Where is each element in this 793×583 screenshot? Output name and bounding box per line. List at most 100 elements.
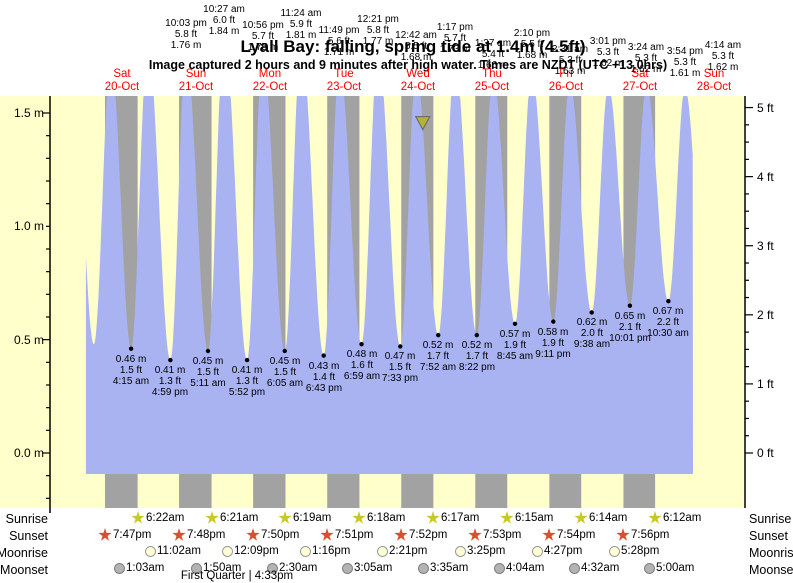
sunset-icon xyxy=(320,528,334,541)
sunrise-icon xyxy=(500,511,514,524)
moonset-entry: 1:03am xyxy=(114,562,164,574)
low-tide-dot xyxy=(359,341,364,347)
low-tide-dot xyxy=(474,332,479,338)
chart-title: Lyall Bay: falling, spring tide at 1.4m … xyxy=(240,37,586,56)
moonrise-entry: 3:25pm xyxy=(455,545,505,557)
low-tide-label: 0.62 m 2.0 ft 9:38 am xyxy=(573,317,611,350)
low-tide-dot xyxy=(666,298,671,304)
moonset-entry: 2:30am xyxy=(267,562,317,574)
sunrise-time: 6:14am xyxy=(589,512,628,524)
feet-axis-label: 0 ft xyxy=(757,446,774,460)
low-tide-label: 0.47 m 1.5 ft 7:33 pm xyxy=(381,351,419,384)
sunset-time: 7:54pm xyxy=(557,529,596,541)
moonrise-icon xyxy=(455,545,466,557)
low-tide-dot xyxy=(589,310,594,315)
high-tide-label: 12:42 am 5.5 ft 1.68 m xyxy=(395,30,437,63)
low-tide-label: 0.43 m 1.4 ft 6:43 pm xyxy=(305,361,343,394)
moonrise-icon xyxy=(300,545,311,557)
moonset-icon xyxy=(267,562,278,574)
chart-subtitle: Image captured 2 hours and 9 minutes aft… xyxy=(148,58,668,72)
high-tide-label: 10:56 pm 5.7 ft 1.75 m xyxy=(242,20,284,53)
row-label-sunrise-right: Sunrise xyxy=(749,512,792,526)
low-tide-label: 0.45 m 1.5 ft 5:11 am xyxy=(190,356,226,389)
low-tide-dot xyxy=(436,332,441,338)
high-tide-label: 12:21 pm 5.8 ft 1.77 m xyxy=(357,14,399,47)
feet-axis-label: 2 ft xyxy=(757,308,774,322)
sunset-entry: 7:53pm xyxy=(468,528,521,542)
feet-axis-label: 5 ft xyxy=(757,101,774,115)
sunset-icon xyxy=(468,528,482,541)
sunrise-icon xyxy=(278,511,292,524)
high-tide-label: 2:31 am 5.3 ft 1.63 m xyxy=(551,44,589,77)
sunset-time: 7:56pm xyxy=(631,529,670,541)
high-tide-label: 10:27 am 6.0 ft 1.84 m xyxy=(203,4,245,37)
sunrise-entry: 6:12am xyxy=(648,511,701,525)
moonrise-time: 3:25pm xyxy=(467,545,506,557)
moonrise-entry: 11:02am xyxy=(145,545,201,557)
moonset-time: 3:35am xyxy=(430,562,469,574)
low-tide-label: 0.46 m 1.5 ft 4:15 am xyxy=(112,354,150,387)
moonset-time: 1:50am xyxy=(203,562,242,574)
moonrise-entry: 1:16pm xyxy=(300,545,350,557)
date-label: Sun 21-Oct xyxy=(178,68,214,93)
sunset-entry: 7:48pm xyxy=(172,528,225,542)
sunrise-entry: 6:15am xyxy=(500,511,553,525)
moonset-icon xyxy=(342,562,353,574)
moonset-time: 2:30am xyxy=(279,562,318,574)
sunrise-time: 6:19am xyxy=(293,512,332,524)
moonset-time: 3:05am xyxy=(354,562,393,574)
high-tide-label: 11:49 pm 5.6 ft 1.71 m xyxy=(318,25,360,58)
moonset-entry: 4:32am xyxy=(569,562,619,574)
sunrise-time: 6:18am xyxy=(367,512,406,524)
sunrise-icon xyxy=(574,511,588,524)
sunset-entry: 7:56pm xyxy=(616,528,669,542)
tide-area xyxy=(85,96,693,474)
sunset-entry: 7:47pm xyxy=(98,528,151,542)
high-tide-label: 4:14 am 5.3 ft 1.62 m xyxy=(704,40,742,73)
sunrise-time: 6:21am xyxy=(220,512,259,524)
low-tide-dot xyxy=(282,348,287,354)
moonset-icon xyxy=(494,562,505,574)
sunset-time: 7:47pm xyxy=(113,529,152,541)
sunset-time: 7:53pm xyxy=(483,529,522,541)
feet-axis-label: 1 ft xyxy=(757,377,774,391)
moonrise-icon xyxy=(145,545,156,557)
low-tide-dot xyxy=(128,346,134,351)
row-label-sunset-left: Sunset xyxy=(9,529,48,543)
row-label-sunset-right: Sunset xyxy=(749,529,788,543)
metre-axis-label: 1.5 m xyxy=(13,106,44,120)
low-tide-label: 0.67 m 2.2 ft 10:30 am xyxy=(647,306,689,339)
moonset-entry: 3:35am xyxy=(418,562,468,574)
high-tide-label: 2:10 pm 5.5 ft 1.68 m xyxy=(513,28,551,61)
date-label: Mon 22-Oct xyxy=(252,68,288,93)
sunrise-time: 6:17am xyxy=(441,512,480,524)
moonrise-icon xyxy=(609,545,620,557)
sunset-entry: 7:51pm xyxy=(320,528,373,542)
moonset-time: 1:03am xyxy=(126,562,165,574)
moonrise-time: 4:27pm xyxy=(544,545,583,557)
low-tide-dot xyxy=(168,357,173,363)
high-tide-label: 11:24 am 5.9 ft 1.81 m xyxy=(280,8,322,41)
sunrise-entry: 6:18am xyxy=(352,511,405,525)
sunrise-time: 6:22am xyxy=(146,512,185,524)
moonset-icon xyxy=(569,562,580,574)
high-tide-label: 1:37 am 5.4 ft 1.66 m xyxy=(474,38,512,71)
sunset-time: 7:52pm xyxy=(409,529,448,541)
high-tide-label: 1:17 pm 5.7 ft 1.73 m xyxy=(436,22,474,55)
metre-axis-label: 1.0 m xyxy=(13,219,44,233)
date-label: Wed 24-Oct xyxy=(400,68,436,93)
moonrise-entry: 5:28pm xyxy=(609,545,659,557)
low-tide-label: 0.65 m 2.1 ft 10:01 pm xyxy=(609,311,651,344)
sunset-entry: 7:50pm xyxy=(246,528,299,542)
low-tide-label: 0.58 m 1.9 ft 9:11 pm xyxy=(535,327,571,360)
sunrise-icon xyxy=(131,511,145,524)
low-tide-label: 0.52 m 1.7 ft 7:52 am xyxy=(419,340,457,373)
moonset-time: 5:00am xyxy=(656,562,695,574)
moonset-entry: 5:00am xyxy=(644,562,694,574)
moonset-icon xyxy=(418,562,429,574)
date-label: Sat 20-Oct xyxy=(104,68,140,93)
sunrise-icon xyxy=(205,511,219,524)
row-label-moonrise-left: Moonrise xyxy=(0,546,48,560)
low-tide-label: 0.45 m 1.5 ft 6:05 am xyxy=(266,356,304,389)
